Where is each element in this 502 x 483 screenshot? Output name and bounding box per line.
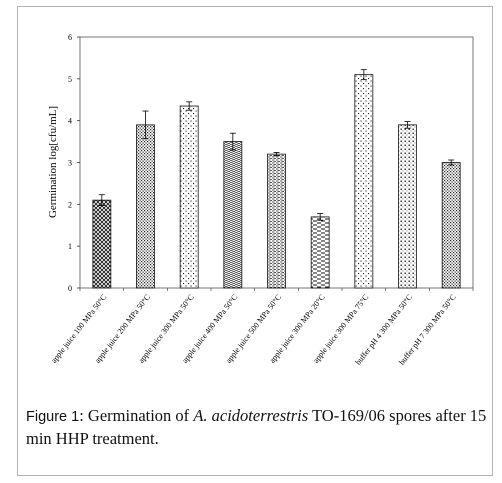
caption-species: A. acidoterrestris (193, 406, 309, 425)
y-tick-label: 3 (68, 159, 72, 168)
bar (398, 124, 417, 289)
bar (223, 141, 243, 289)
bar (354, 74, 374, 289)
bar (179, 105, 199, 289)
figure-caption: Figure 1: Germination of A. acidoterrest… (26, 405, 488, 449)
bar (441, 162, 461, 289)
y-tick-label: 2 (68, 200, 72, 209)
y-tick-label: 4 (68, 117, 72, 126)
y-tick-label: 5 (68, 75, 72, 84)
bar (267, 153, 286, 289)
y-tick-label: 1 (68, 242, 72, 251)
caption-text-before: : Germination of (79, 406, 194, 425)
bar (136, 124, 155, 289)
y-axis-title: Germination log[cfu/mL] (47, 106, 59, 218)
y-tick-label: 0 (68, 284, 72, 293)
y-tick-label: 6 (68, 33, 72, 42)
bar (310, 216, 330, 289)
bar (92, 199, 112, 289)
caption-label: Figure 1 (26, 409, 80, 425)
caption-text-after: TO-169/06 spores after 15 min HHP treatm… (26, 406, 487, 448)
